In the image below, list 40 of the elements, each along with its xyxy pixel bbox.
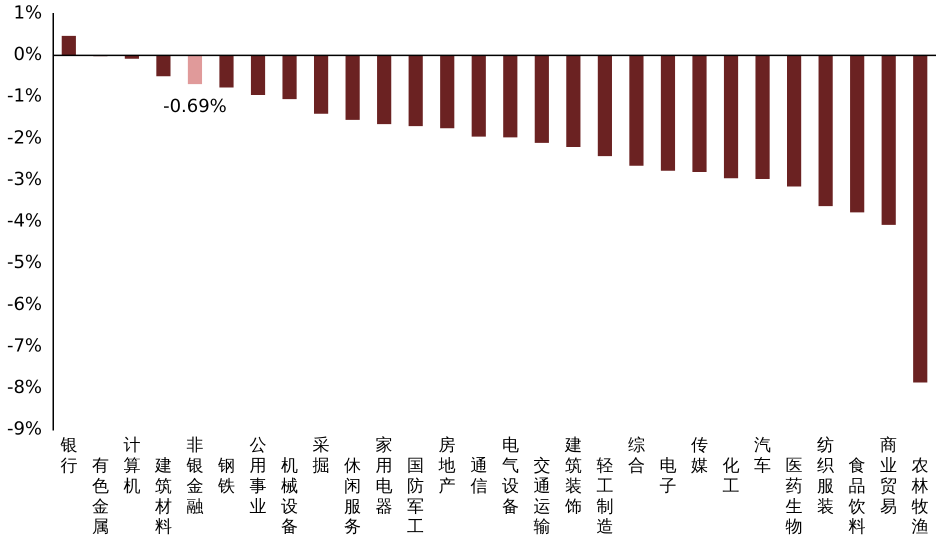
- x-tick-label: 纺织服装: [817, 436, 834, 517]
- x-tick-label: 休闲服务: [344, 456, 362, 538]
- y-tick-label: -5%: [6, 252, 42, 274]
- x-tick-label: 采掘: [312, 436, 330, 476]
- x-tick-label: 农林牧渔: [910, 456, 929, 538]
- x-tick-label: 银行: [59, 436, 78, 476]
- x-tick-label: 国防军工: [407, 456, 424, 538]
- x-tick-label: 房地产: [438, 436, 456, 496]
- x-tick-label: 传媒: [690, 436, 708, 476]
- y-tick-label: -6%: [6, 294, 42, 315]
- x-tick-label: 医药生物: [786, 456, 803, 538]
- y-tick-label: 0%: [13, 44, 42, 66]
- x-tick-label: 非银金融: [185, 436, 204, 517]
- x-tick-label: 建筑装饰: [564, 436, 582, 517]
- x-tick-label: 家用电器: [376, 436, 393, 517]
- x-tick-label: 食品饮料: [848, 456, 866, 538]
- y-tick-label: 1%: [13, 2, 42, 24]
- x-tick-label: 计算机: [123, 436, 140, 496]
- y-tick-label: -1%: [6, 86, 42, 107]
- x-tick-label: 综合: [628, 436, 645, 476]
- y-tick-label: -8%: [6, 377, 42, 398]
- y-tick-label: -4%: [6, 210, 42, 232]
- y-tick-label: -7%: [6, 335, 42, 356]
- x-tick-label: 化工: [722, 456, 740, 496]
- x-tick-label: 建筑材料: [154, 456, 172, 538]
- x-tick-label: 机械设备: [281, 456, 298, 538]
- x-tick-label: 商业贸易: [880, 436, 898, 517]
- x-tick-label: 电气设备: [502, 436, 519, 517]
- x-tick-label: 公用事业: [250, 436, 267, 517]
- x-tick-label: 汽车: [754, 436, 772, 476]
- y-tick-label: -2%: [6, 127, 42, 148]
- x-tick-label: 轻工制造: [596, 456, 614, 538]
- x-tick-label: 电子: [659, 456, 676, 496]
- x-tick-label: 有色金属: [92, 456, 109, 538]
- annotation: -0.69%: [163, 96, 227, 117]
- y-tick-label: -3%: [6, 168, 42, 190]
- y-tick-label: -9%: [6, 418, 42, 440]
- x-tick-label: 交通运输: [533, 456, 550, 538]
- x-tick-label: 钢铁: [216, 456, 235, 496]
- x-tick-label: 通信: [470, 456, 488, 496]
